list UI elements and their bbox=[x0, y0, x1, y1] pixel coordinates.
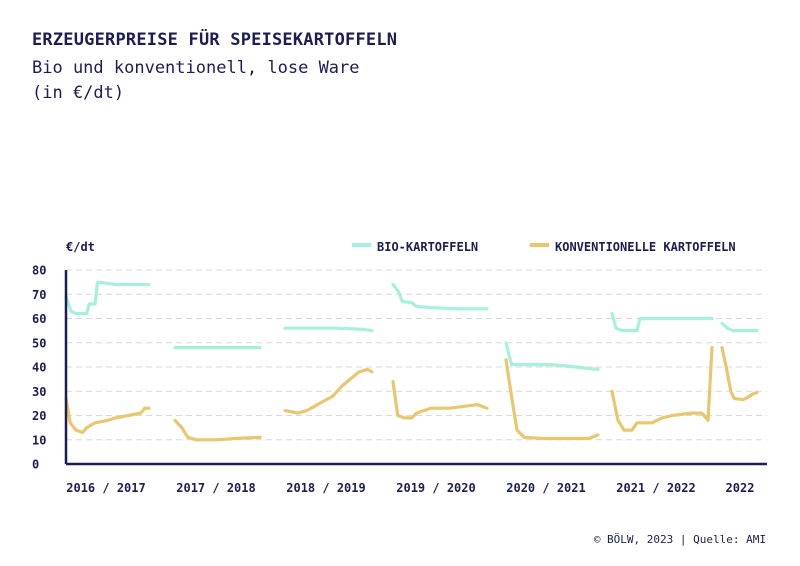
legend-label-1: BIO-KARTOFFELN bbox=[377, 240, 478, 254]
y-tick-70: 70 bbox=[32, 288, 46, 302]
y-tick-30: 30 bbox=[32, 385, 46, 399]
x-tick-3: 2018 / 2019 bbox=[286, 481, 365, 495]
y-tick-10: 10 bbox=[32, 433, 46, 447]
x-tick-1: 2016 / 2017 bbox=[66, 481, 145, 495]
x-tick-5: 2020 / 2021 bbox=[506, 481, 585, 495]
y-tick-80: 80 bbox=[32, 264, 46, 278]
subtitle-line-2: (in €/dt) bbox=[32, 83, 125, 103]
y-tick-labels: 0 10 20 30 40 50 60 70 80 bbox=[32, 264, 46, 472]
legend-swatch-2 bbox=[530, 243, 549, 247]
y-axis-label: €/dt bbox=[66, 240, 95, 254]
series-bio bbox=[64, 280, 759, 371]
series-line-conv-6 bbox=[610, 346, 714, 432]
y-tick-20: 20 bbox=[32, 409, 46, 423]
y-tick-50: 50 bbox=[32, 336, 46, 350]
series-line-conv-7 bbox=[720, 346, 759, 402]
series-line-conv-2 bbox=[173, 418, 262, 442]
legend-label-2: KONVENTIONELLE KARTOFFELN bbox=[555, 240, 736, 254]
legend: BIO-KARTOFFELN KONVENTIONELLE KARTOFFELN bbox=[352, 240, 736, 254]
x-tick-6: 2021 / 2022 bbox=[616, 481, 695, 495]
chart-title: ERZEUGERPREISE FÜR SPEISEKARTOFFELN bbox=[32, 30, 398, 50]
chart-subtitle: Bio und konventionell, lose Ware (in €/d… bbox=[32, 56, 360, 106]
series-conventional bbox=[64, 346, 759, 442]
series-line-conv-1 bbox=[64, 396, 151, 435]
series-line-bio-1 bbox=[64, 280, 151, 316]
series-line-conv-5 bbox=[504, 358, 600, 441]
y-tick-60: 60 bbox=[32, 312, 46, 326]
series-line-bio-6 bbox=[610, 312, 714, 333]
subtitle-line-1: Bio und konventionell, lose Ware bbox=[32, 58, 360, 78]
x-tick-2: 2017 / 2018 bbox=[176, 481, 255, 495]
series-line-bio-4 bbox=[391, 282, 489, 311]
x-tick-labels: 2016 / 2017 2017 / 2018 2018 / 2019 2019 / … bbox=[66, 481, 754, 495]
x-tick-7: 2022 bbox=[726, 481, 755, 495]
series-lines bbox=[64, 280, 759, 442]
x-tick-4: 2019 / 2020 bbox=[396, 481, 475, 495]
series-line-bio-5 bbox=[504, 341, 600, 371]
series-line-bio-3 bbox=[283, 326, 374, 333]
series-line-bio-7 bbox=[720, 321, 759, 333]
source-note: © BÖLW, 2023 | Quelle: AMI bbox=[593, 533, 766, 546]
y-tick-0: 0 bbox=[32, 458, 39, 472]
y-tick-40: 40 bbox=[32, 361, 46, 375]
legend-swatch-1 bbox=[352, 243, 371, 247]
series-line-conv-4 bbox=[391, 380, 489, 420]
series-line-conv-3 bbox=[283, 367, 374, 415]
